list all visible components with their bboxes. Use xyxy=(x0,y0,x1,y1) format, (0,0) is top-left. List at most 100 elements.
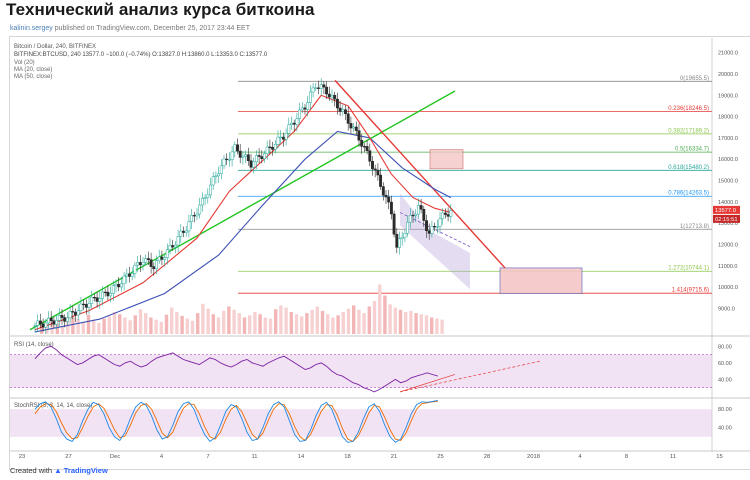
volume-bar xyxy=(305,313,309,334)
candle-body xyxy=(82,303,86,306)
fib-level-label: 1(12713.8) xyxy=(680,224,709,230)
tradingview-brand[interactable]: TradingView xyxy=(63,466,108,475)
descending-channel xyxy=(400,193,470,290)
candle-body xyxy=(195,213,199,217)
candle-body xyxy=(273,144,277,150)
price-tick-label: 14000.0 xyxy=(718,200,738,206)
candle-body xyxy=(384,194,388,198)
volume-bar xyxy=(180,315,184,334)
volume-bar xyxy=(159,321,163,334)
candle-body xyxy=(403,232,407,238)
volume-bar xyxy=(248,315,252,334)
price-tick-label: 10000.0 xyxy=(718,285,738,291)
candle-body xyxy=(349,123,353,129)
candle-body xyxy=(214,175,218,178)
candle-body xyxy=(36,320,40,326)
candle-body xyxy=(163,257,167,260)
candle-body xyxy=(184,230,188,233)
volume-bar xyxy=(50,320,54,334)
candle-body xyxy=(217,173,221,177)
fib-level-label: 0.786(14263.5) xyxy=(668,191,709,197)
price-tick-label: 9000.0 xyxy=(718,306,735,312)
volume-bar xyxy=(326,314,330,334)
volume-bar xyxy=(92,319,96,334)
candle-body xyxy=(238,150,242,158)
time-tick-label: 4 xyxy=(578,454,582,460)
candle-body xyxy=(322,84,326,88)
volume-bar xyxy=(274,309,278,334)
candle-body xyxy=(33,325,37,327)
candle-body xyxy=(230,151,234,160)
volume-bar xyxy=(284,307,288,334)
price-tick-label: 20000.0 xyxy=(718,72,738,78)
volume-bar xyxy=(419,314,423,334)
publish-info: published on TradingView.com, December 2… xyxy=(52,25,250,32)
time-tick-label: 11 xyxy=(251,454,257,460)
candle-body xyxy=(157,256,161,261)
candle-body xyxy=(257,155,261,157)
candle-body xyxy=(389,201,393,215)
volume-bar xyxy=(112,312,117,334)
candle-body xyxy=(136,262,140,266)
symbol-line: Bitcoin / Dollar, 240, BITFINEX xyxy=(14,44,96,50)
price-tick-label: 11000.0 xyxy=(718,264,737,270)
author-link[interactable]: kalinin.sergey xyxy=(10,25,53,32)
candle-body xyxy=(203,197,207,199)
candle-body xyxy=(422,209,426,221)
time-tick-label: 21 xyxy=(391,454,397,460)
candle-body xyxy=(303,107,307,110)
volume-bar xyxy=(76,318,80,334)
candle-body xyxy=(225,158,229,161)
volume-bar xyxy=(336,315,340,334)
candle-body xyxy=(117,283,121,288)
candle-body xyxy=(376,169,380,176)
volume-bar xyxy=(237,313,241,334)
stoch-d-line xyxy=(34,400,438,442)
volume-bar xyxy=(97,323,101,334)
candle-body xyxy=(241,155,245,158)
candle-body xyxy=(271,147,275,150)
candle-body xyxy=(292,122,296,125)
candle-body xyxy=(200,197,204,206)
volume-bar xyxy=(149,317,153,334)
candle-body xyxy=(84,304,88,308)
candle-body xyxy=(365,146,369,151)
candle-body xyxy=(122,275,126,285)
candle-body xyxy=(446,214,450,217)
volume-bar xyxy=(315,306,319,334)
candle-body xyxy=(57,315,61,321)
target-zone-lower xyxy=(499,267,583,294)
fib-level-label: 1.414(9715.6) xyxy=(672,288,709,294)
candle-body xyxy=(416,205,420,215)
candle-body xyxy=(392,213,396,235)
time-tick-label: 25 xyxy=(437,454,443,460)
candle-body xyxy=(138,262,142,266)
countdown-label: 02:15:51 xyxy=(715,217,738,223)
candle-body xyxy=(425,220,428,231)
volume-bar xyxy=(211,314,215,334)
volume-bar xyxy=(185,318,189,334)
candle-body xyxy=(335,98,339,109)
candle-body xyxy=(306,102,310,110)
candle-body xyxy=(179,230,183,237)
volume-bar xyxy=(253,312,257,334)
candle-body xyxy=(198,204,202,215)
candle-body xyxy=(176,236,180,246)
candle-body xyxy=(443,212,447,215)
candle-body xyxy=(295,118,299,125)
rsi-line xyxy=(34,345,438,393)
candle-body xyxy=(38,320,42,325)
candle-body xyxy=(414,213,418,216)
candle-body xyxy=(373,168,377,171)
time-tick-label: 4 xyxy=(160,454,164,460)
candle-body xyxy=(79,303,83,311)
volume-bar xyxy=(144,313,148,334)
candle-body xyxy=(362,146,366,148)
candle-body xyxy=(319,84,323,89)
volume-bar xyxy=(258,314,262,334)
candle-body xyxy=(95,297,99,302)
candle-body xyxy=(155,260,158,270)
volume-bar xyxy=(289,312,293,334)
candle-body xyxy=(133,264,137,274)
